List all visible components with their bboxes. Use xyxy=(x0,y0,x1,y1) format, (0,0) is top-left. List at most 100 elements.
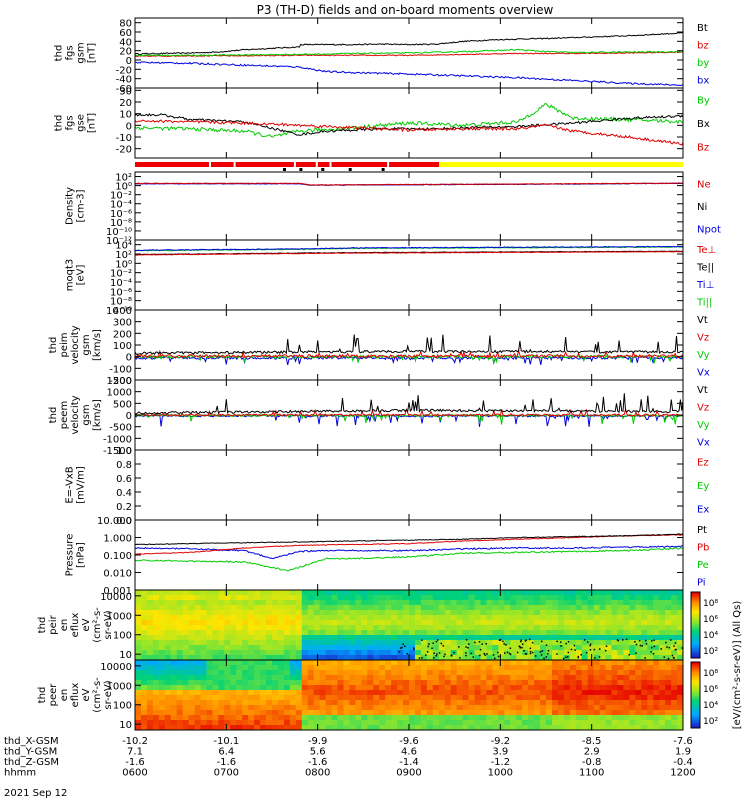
spectrogram-cell xyxy=(176,665,184,671)
ylabel-line: peer xyxy=(48,683,59,707)
spectrogram-cell xyxy=(492,725,499,730)
spectrogram-cell xyxy=(563,680,571,686)
spectrogram-cell xyxy=(289,630,297,636)
ylabel-line: eV xyxy=(81,618,92,631)
spectrogram-cell xyxy=(236,675,243,681)
spectrogram-cell xyxy=(248,665,255,671)
spectrogram-cell xyxy=(581,700,589,706)
xaxis-value: -1.2 xyxy=(491,757,511,768)
spectrogram-cell xyxy=(355,715,362,721)
spectrogram-cell xyxy=(450,640,458,646)
spectrogram-cell xyxy=(653,675,660,681)
spectrogram-cell xyxy=(671,710,678,716)
colorbar-cell xyxy=(691,595,700,598)
spectrogram-cell xyxy=(474,640,482,646)
colorbar-cell xyxy=(691,592,700,595)
spectrogram-cell xyxy=(361,685,368,691)
spectrogram-cell xyxy=(385,620,392,626)
spectrogram-cell xyxy=(206,615,214,621)
spectrogram-speck xyxy=(508,652,511,655)
spectrogram-cell xyxy=(164,720,172,726)
spectrogram-cell xyxy=(194,700,202,706)
spectrogram-cell xyxy=(420,590,428,596)
spectrogram-speck xyxy=(497,655,500,658)
spectrogram-cell xyxy=(432,695,440,701)
spectrogram-cell xyxy=(635,680,642,686)
spectrogram-cell xyxy=(170,615,178,621)
spectrogram-cell xyxy=(516,640,523,646)
spectrogram-cell xyxy=(385,610,392,616)
colorbar-cell xyxy=(691,698,700,701)
colorbar-cell xyxy=(691,708,700,711)
spectrogram-cell xyxy=(200,700,208,706)
spectrogram-cell xyxy=(313,610,321,616)
spectrogram-cell xyxy=(575,650,583,656)
spectrogram-cell xyxy=(432,645,440,651)
spectrogram-cell xyxy=(170,680,178,686)
spectrogram-speck xyxy=(436,653,438,655)
spectrogram-cell xyxy=(176,600,184,606)
ylabel-line: velocity xyxy=(70,325,81,364)
spectrogram-cell xyxy=(414,645,422,651)
xaxis-value: 7.1 xyxy=(127,747,143,758)
panel-density: Density[cm-3]10²10⁰10⁻²10⁻⁴10⁻⁶10⁻⁸10⁻¹⁰… xyxy=(65,171,721,247)
spectrogram-cell xyxy=(492,645,499,651)
spectrogram-cell xyxy=(224,610,231,616)
spectrogram-cell xyxy=(540,660,547,666)
spectrogram-cell xyxy=(391,700,398,706)
spectrogram-cell xyxy=(492,690,499,696)
spectrogram-cell xyxy=(480,710,488,716)
spectrogram-cell xyxy=(301,700,309,706)
spectrogram-cell xyxy=(325,695,333,701)
panel-ylabel: thdfgsgse[nT] xyxy=(54,113,98,133)
spectrogram-speck xyxy=(435,655,437,657)
spectrogram-speck xyxy=(509,653,512,656)
spectrogram-cell xyxy=(397,680,404,686)
spectrogram-cell xyxy=(635,620,642,626)
spectrogram-cell xyxy=(289,650,297,656)
spectrogram-cell xyxy=(557,610,565,616)
colorbar-cell xyxy=(691,688,700,691)
spectrogram-cell xyxy=(409,680,416,686)
spectrogram-cell xyxy=(397,720,404,726)
spectrogram-cell xyxy=(665,610,672,616)
spectrogram-cell xyxy=(212,675,219,681)
spectrogram-cell xyxy=(516,710,523,716)
spectrogram-cell xyxy=(665,700,672,706)
spectrogram-cell xyxy=(194,590,202,596)
spectrogram-cell xyxy=(420,725,428,730)
spectrogram-cell xyxy=(456,675,464,681)
spectrogram-cell xyxy=(194,680,202,686)
xaxis-value: 0800 xyxy=(305,768,330,779)
spectrogram-cell xyxy=(492,625,499,631)
spectrogram-cell xyxy=(158,610,166,616)
spectrogram-cell xyxy=(474,600,482,606)
spectrogram-cell xyxy=(575,625,583,631)
spectrogram-cell xyxy=(272,725,279,730)
spectrogram-cell xyxy=(528,640,535,646)
spectrogram-speck xyxy=(465,646,467,648)
spectrogram-cell xyxy=(146,665,154,671)
spectrogram-cell xyxy=(188,620,196,626)
spectrogram-cell xyxy=(504,640,511,646)
spectrogram-cell xyxy=(462,595,470,601)
spectrogram-cell xyxy=(397,670,404,676)
colorbar-cell xyxy=(691,680,700,683)
spectrogram-cell xyxy=(230,610,237,616)
spectrogram-cell xyxy=(581,630,589,636)
spectrogram-cell xyxy=(420,615,428,621)
colorbar-cell xyxy=(691,685,700,688)
spectrogram-cell xyxy=(444,610,452,616)
spectrogram-speck xyxy=(433,657,435,659)
spectrogram-cell xyxy=(200,645,208,651)
spectrogram-cell xyxy=(188,635,196,641)
spectrogram-cell xyxy=(540,690,547,696)
spectrogram-cell xyxy=(516,705,523,711)
spectrogram-cell xyxy=(647,660,654,666)
spectrogram-cell xyxy=(605,590,613,596)
spectrogram-cell xyxy=(528,650,535,656)
spectrogram-cell xyxy=(498,595,505,601)
ylabel-line: en xyxy=(59,689,70,702)
spectrogram-cell xyxy=(260,640,267,646)
spectrogram-cell xyxy=(379,595,386,601)
